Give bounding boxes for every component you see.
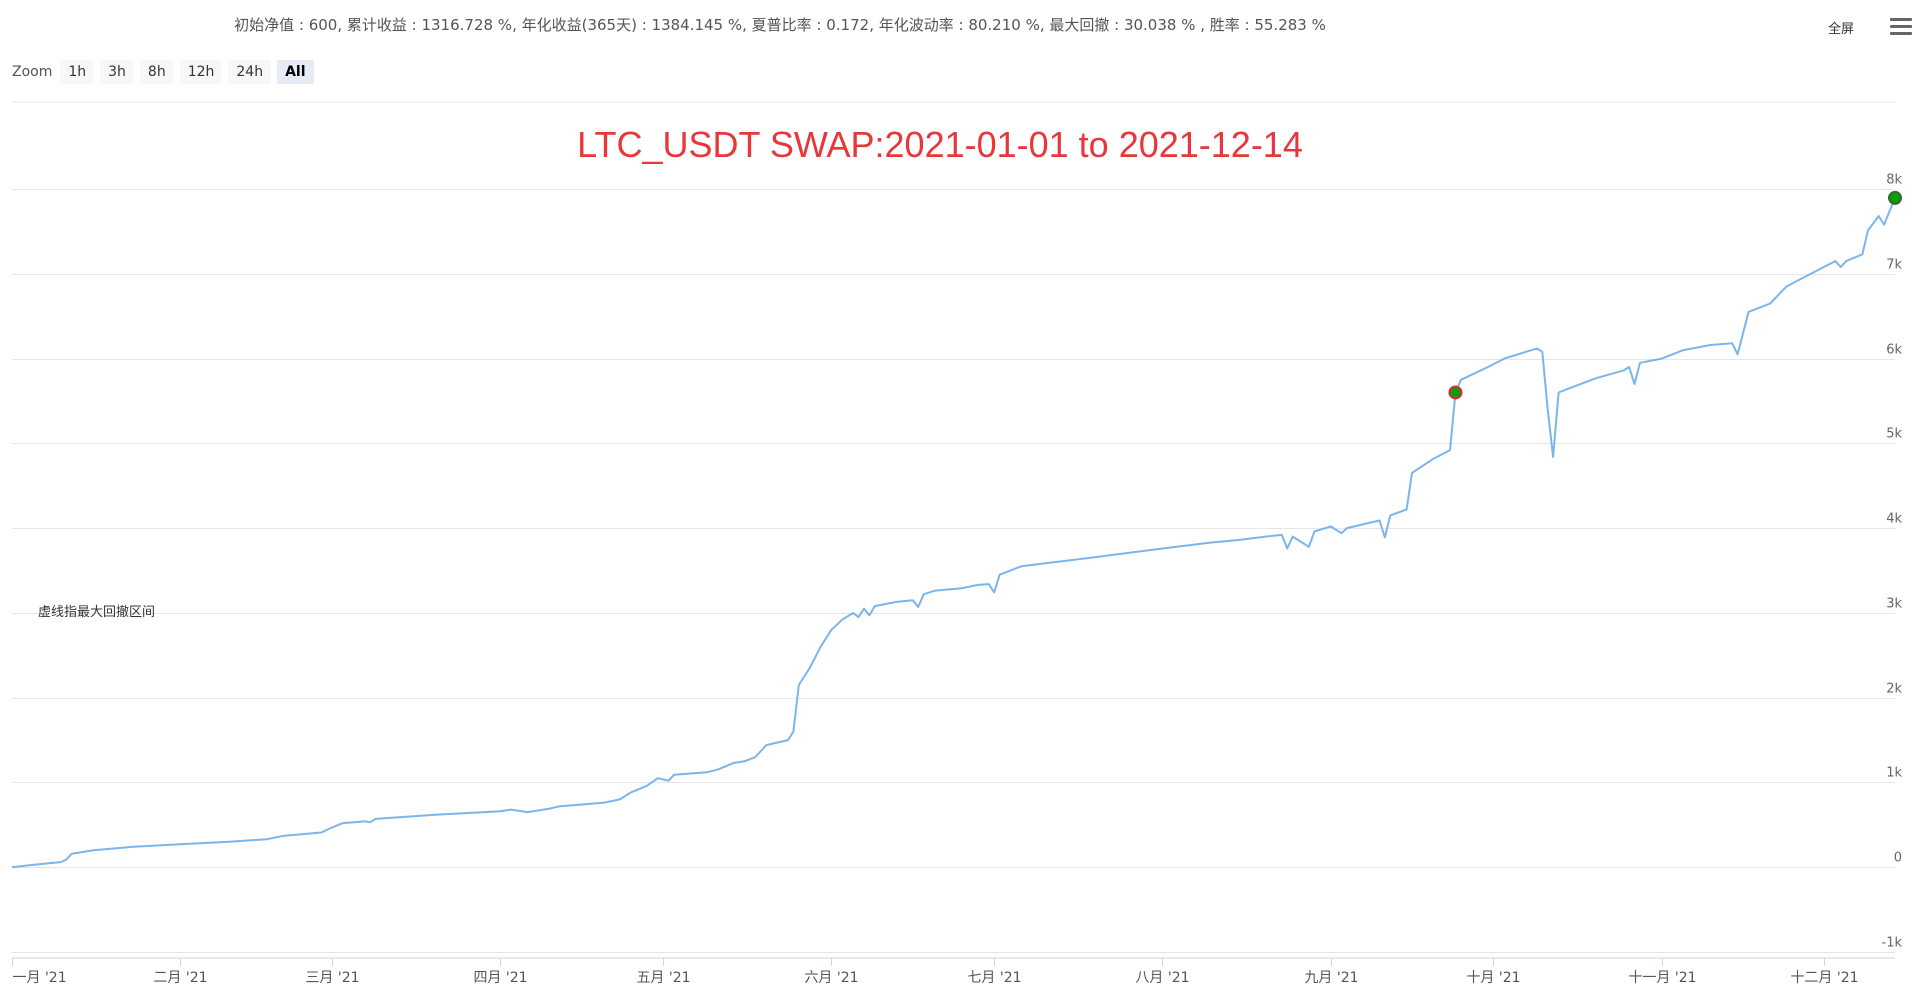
equity-series-line[interactable]: [11, 197, 1896, 869]
y-tick-label: 1k: [1886, 766, 1902, 781]
zoom-button-8h[interactable]: 8h: [139, 60, 174, 84]
x-tick-label: 三月 '21: [305, 970, 359, 986]
series-markers: [1448, 190, 1902, 400]
zoom-button-12h[interactable]: 12h: [179, 60, 223, 84]
y-tick-label: -1k: [1882, 936, 1903, 951]
y-tick-label: 3k: [1886, 597, 1902, 612]
x-tick-label: 六月 '21: [804, 970, 858, 986]
x-tick-label: 五月 '21: [636, 970, 690, 986]
chart-title: LTC_USDT SWAP:2021-01-01 to 2021-12-14: [577, 124, 1303, 165]
drawdown-note: 虚线指最大回撤区间: [38, 605, 156, 620]
zoom-button-1h[interactable]: 1h: [60, 60, 95, 84]
zoom-bar: Zoom 1h 3h 8h 12h 24h All: [12, 60, 320, 84]
x-axis: 一月 '21 二月 '21 三月 '21 四月 '21 五月 '21 六月 '21 七月 '…: [12, 957, 1895, 986]
y-tick-label: 8k: [1886, 173, 1902, 188]
drawdown-start-marker[interactable]: [1448, 385, 1463, 400]
x-tick-label: 七月 '21: [967, 970, 1021, 986]
y-tick-label: 0: [1894, 851, 1902, 866]
y-tick-label: 5k: [1886, 427, 1902, 442]
x-tick-label: 二月 '21: [153, 970, 207, 986]
x-tick-label: 一月 '21: [13, 970, 67, 986]
zoom-button-all[interactable]: All: [277, 60, 314, 84]
x-tick-label: 十月 '21: [1466, 970, 1520, 986]
hamburger-menu-icon[interactable]: [1890, 18, 1912, 38]
zoom-label: Zoom: [12, 64, 53, 80]
zoom-button-3h[interactable]: 3h: [100, 60, 134, 84]
x-tick-label: 四月 '21: [473, 970, 527, 986]
y-axis-tick-labels: -1k 0 1k 2k 3k 4k 5k 6k 7k 8k: [1882, 173, 1903, 951]
zoom-button-24h[interactable]: 24h: [228, 60, 272, 84]
grid-lines: [12, 101, 1895, 953]
x-tick-label: 九月 '21: [1304, 970, 1358, 986]
y-tick-label: 7k: [1886, 258, 1902, 273]
stats-summary: 初始净值 : 600, 累计收益 : 1316.728 %, 年化收益(365天…: [234, 16, 1326, 34]
y-tick-label: 4k: [1886, 512, 1902, 527]
y-tick-label: 6k: [1886, 343, 1902, 358]
last-point-marker[interactable]: [1888, 190, 1902, 205]
x-tick-label: 八月 '21: [1135, 970, 1189, 986]
x-tick-label: 十二月 '21: [1790, 970, 1858, 986]
x-tick-label: 十一月 '21: [1628, 970, 1696, 986]
y-tick-label: 2k: [1886, 682, 1902, 697]
fullscreen-button[interactable]: 全屏: [1828, 22, 1855, 37]
